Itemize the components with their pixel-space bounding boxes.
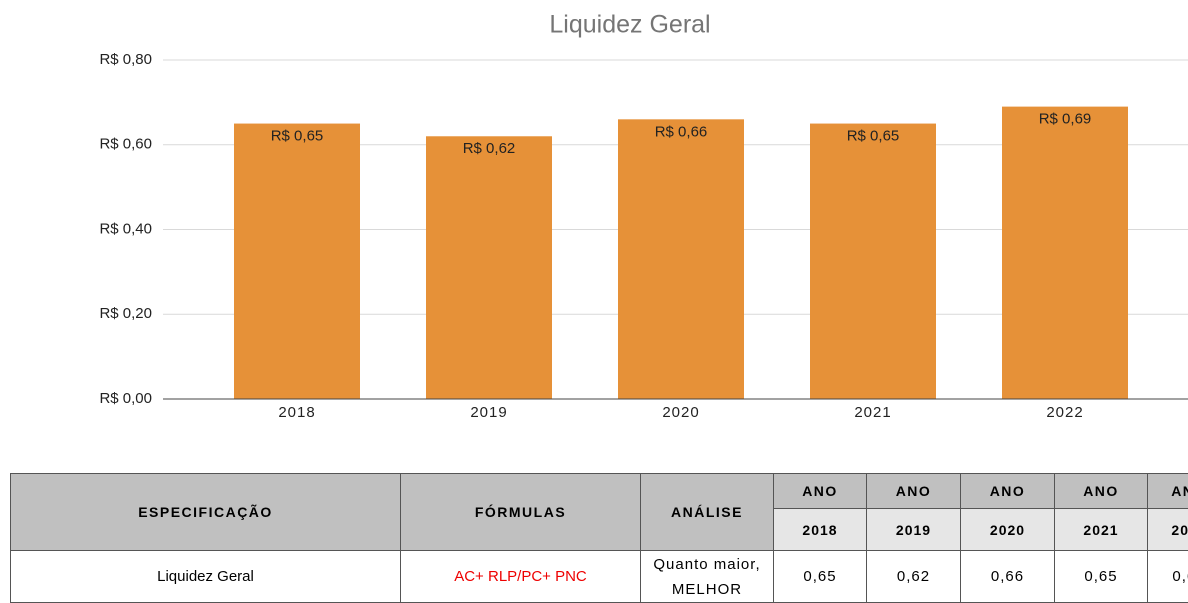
table-cell: 0,65 (1055, 551, 1148, 603)
x-tick-label: 2019 (470, 404, 507, 421)
y-tick-label: R$ 0,60 (99, 136, 152, 153)
bar (618, 119, 744, 399)
data-label: R$ 0,65 (271, 128, 324, 145)
table-cell: ANÁLISE (641, 474, 774, 551)
chart: Liquidez Geral R$ 0,00 R$ 0,20 R$ 0,40 R$ 0… (0, 0, 1188, 470)
x-tick-label: 2018 (278, 404, 315, 421)
table-cell: 0,62 (867, 551, 961, 603)
x-tick-label: 2020 (662, 404, 699, 421)
chart-title: Liquidez Geral (549, 11, 710, 39)
table-cell: 2022 (1148, 509, 1188, 551)
table-cell: 2020 (961, 509, 1055, 551)
table-cell: Liquidez Geral (11, 551, 401, 603)
table-cell: ANO (1148, 474, 1188, 509)
table-cell: 2021 (1055, 509, 1148, 551)
data-label: R$ 0,65 (847, 128, 900, 145)
y-tick-label: R$ 0,80 (99, 51, 152, 68)
y-tick-label: R$ 0,20 (99, 305, 152, 322)
table-cell: 0,69 (1148, 551, 1188, 603)
y-tick-label: R$ 0,00 (99, 390, 152, 407)
table-cell: AC+ RLP/PC+ PNC (401, 551, 641, 603)
table-cell: 0,65 (774, 551, 867, 603)
table-cell: 0,66 (961, 551, 1055, 603)
data-label: R$ 0,66 (655, 123, 708, 140)
table-cell: 2019 (867, 509, 961, 551)
x-tick-label: 2021 (854, 404, 891, 421)
table-cell: ANO (867, 474, 961, 509)
table-cell: ANO (774, 474, 867, 509)
bar (234, 124, 360, 399)
data-label: R$ 0,62 (463, 140, 516, 157)
bar (426, 136, 552, 399)
table-cell: Quanto maior, MELHOR (641, 551, 774, 603)
table-cell: 2018 (774, 509, 867, 551)
table-cell: ESPECIFICAÇÃO (11, 474, 401, 551)
bar (1002, 107, 1128, 399)
bar (810, 124, 936, 399)
table-cell: ANO (1055, 474, 1148, 509)
y-tick-label: R$ 0,40 (99, 220, 152, 237)
table-cell: ANO (961, 474, 1055, 509)
data-label: R$ 0,69 (1039, 111, 1092, 128)
table-cell: FÓRMULAS (401, 474, 641, 551)
x-tick-label: 2022 (1046, 404, 1083, 421)
